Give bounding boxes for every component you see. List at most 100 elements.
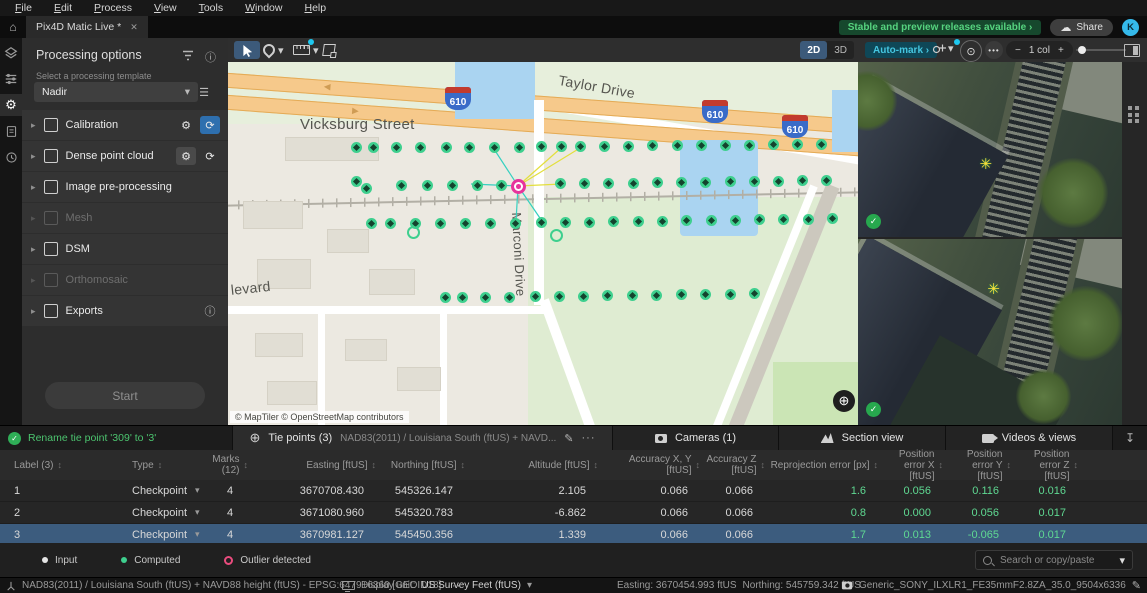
tie-point[interactable]: [792, 139, 803, 150]
tie-point-tool-button[interactable]: [260, 41, 287, 59]
tie-point[interactable]: [696, 140, 707, 151]
expand-icon[interactable]: [31, 306, 36, 317]
tie-point[interactable]: [441, 142, 452, 153]
tie-point[interactable]: [556, 141, 567, 152]
tie-point[interactable]: [366, 218, 377, 229]
tie-point[interactable]: [651, 290, 662, 301]
polygon-tool-button[interactable]: [320, 41, 338, 59]
sort-icon[interactable]: [57, 460, 62, 471]
tie-point[interactable]: [633, 216, 644, 227]
section-checkbox[interactable]: [44, 180, 58, 194]
auto-mark-button[interactable]: Auto-mark ›: [865, 42, 937, 58]
gear-icon[interactable]: [176, 116, 196, 134]
tie-point[interactable]: [647, 140, 658, 151]
sliders-icon[interactable]: [0, 68, 22, 90]
chevron-down-icon[interactable]: [1119, 554, 1125, 567]
expand-icon[interactable]: [31, 182, 36, 193]
tab-cameras[interactable]: Cameras (1): [612, 426, 778, 450]
tie-point[interactable]: [536, 141, 547, 152]
cell-type[interactable]: Checkpoint: [130, 529, 210, 541]
menu-help[interactable]: Help: [293, 2, 337, 14]
tie-point[interactable]: [768, 139, 779, 150]
tie-point[interactable]: [351, 142, 362, 153]
column-header-type[interactable]: Type: [130, 460, 210, 471]
tie-point[interactable]: [628, 178, 639, 189]
sort-icon[interactable]: [1074, 460, 1079, 471]
section-checkbox[interactable]: [44, 149, 58, 163]
tie-point[interactable]: [385, 218, 396, 229]
tie-point[interactable]: [447, 180, 458, 191]
tab-tie-points[interactable]: Tie points (3) NAD83(2011) / Louisiana S…: [232, 426, 612, 450]
tie-point[interactable]: [391, 142, 402, 153]
views-more-button[interactable]: [985, 41, 1003, 59]
tie-point[interactable]: [599, 141, 610, 152]
release-banner-button[interactable]: Stable and preview releases available ›: [839, 20, 1042, 35]
menu-window[interactable]: Window: [234, 2, 293, 14]
decrease-columns-button[interactable]: [1015, 45, 1021, 56]
tie-point[interactable]: [530, 291, 541, 302]
refresh-icon[interactable]: [200, 116, 220, 134]
tie-point[interactable]: [730, 215, 741, 226]
sort-icon[interactable]: [1007, 460, 1012, 471]
increase-columns-button[interactable]: [1058, 45, 1064, 56]
sort-icon[interactable]: [939, 460, 944, 471]
tie-point[interactable]: [489, 142, 500, 153]
cell-type[interactable]: Checkpoint: [130, 507, 210, 519]
tie-point[interactable]: [672, 140, 683, 151]
processing-gear-icon[interactable]: [0, 94, 22, 116]
search-box[interactable]: [975, 550, 1133, 570]
chevron-down-icon[interactable]: [195, 485, 200, 497]
section-checkbox[interactable]: [44, 304, 58, 318]
share-button[interactable]: Share: [1050, 19, 1113, 36]
tie-point[interactable]: [435, 218, 446, 229]
tie-point[interactable]: [504, 292, 515, 303]
chevron-down-icon[interactable]: [195, 529, 200, 541]
section-mesh[interactable]: Mesh: [22, 203, 228, 233]
tie-point[interactable]: [422, 180, 433, 191]
image-view-1[interactable]: [858, 62, 1122, 237]
chevron-down-icon[interactable]: [195, 507, 200, 519]
tie-point[interactable]: [575, 141, 586, 152]
cell-type[interactable]: Checkpoint: [130, 485, 210, 497]
refresh-icon[interactable]: [200, 147, 220, 165]
tie-point[interactable]: [627, 290, 638, 301]
menu-edit[interactable]: Edit: [43, 2, 83, 14]
tie-point[interactable]: [623, 141, 634, 152]
tie-point[interactable]: [578, 291, 589, 302]
edit-camera-icon[interactable]: [1132, 579, 1141, 592]
section-orthomosaic[interactable]: Orthomosaic: [22, 265, 228, 295]
expand-icon[interactable]: [31, 120, 36, 131]
layout-icon[interactable]: [1124, 44, 1140, 57]
grid-view-icon[interactable]: [1128, 106, 1139, 123]
column-header-altitude[interactable]: Altitude [ftUS]: [467, 460, 600, 471]
tie-point[interactable]: [803, 214, 814, 225]
tie-point-mark-icon[interactable]: [979, 155, 992, 173]
measure-tool-button[interactable]: [290, 41, 322, 59]
column-header-label[interactable]: Label (3): [0, 460, 130, 471]
tie-point[interactable]: [496, 180, 507, 191]
tie-point[interactable]: [472, 180, 483, 191]
tie-point[interactable]: [608, 216, 619, 227]
view-3d-button[interactable]: 3D: [827, 41, 854, 59]
sort-icon[interactable]: [244, 460, 249, 471]
select-tool-button[interactable]: [234, 41, 260, 59]
tie-point[interactable]: [652, 177, 663, 188]
tie-point[interactable]: [821, 175, 832, 186]
tie-point-selected[interactable]: [511, 179, 526, 194]
column-header-northing[interactable]: Northing [ftUS]: [378, 460, 467, 471]
section-dsm[interactable]: DSM: [22, 234, 228, 264]
column-header-pos_y[interactable]: Position error Y [ftUS]: [945, 449, 1013, 482]
template-select[interactable]: Nadir: [34, 82, 198, 102]
tie-point[interactable]: [555, 178, 566, 189]
tie-point[interactable]: [827, 213, 838, 224]
section-image-pre-processing[interactable]: Image pre-processing: [22, 172, 228, 202]
tie-point[interactable]: [720, 140, 731, 151]
column-header-acc_z[interactable]: Accuracy Z [ftUS]: [702, 454, 767, 476]
tie-point[interactable]: [560, 217, 571, 228]
column-header-reproj[interactable]: Reprojection error [px]: [767, 460, 880, 471]
display-unit-value[interactable]: US Survey Feet (ftUS): [421, 580, 520, 591]
layers-icon[interactable]: [0, 42, 22, 64]
tie-points-more-icon[interactable]: [582, 432, 596, 444]
tie-point[interactable]: [510, 218, 521, 229]
collapse-panel-button[interactable]: [1112, 426, 1147, 450]
